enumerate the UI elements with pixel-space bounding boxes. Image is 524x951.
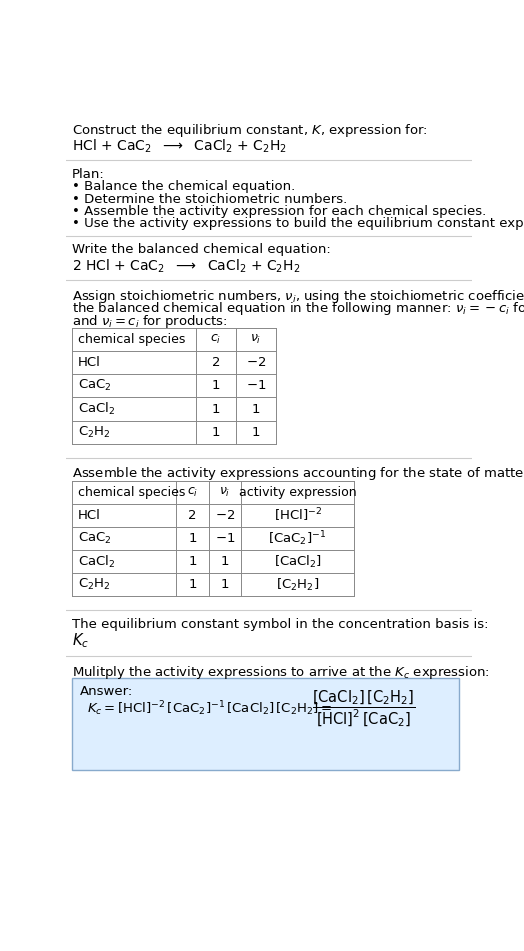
Text: CaC$_2$: CaC$_2$: [78, 378, 112, 394]
Text: $K_c = [\mathrm{HCl}]^{-2}\,[\mathrm{CaC_2}]^{-1}\,[\mathrm{CaCl_2}]\,[\mathrm{C: $K_c = [\mathrm{HCl}]^{-2}\,[\mathrm{CaC…: [87, 699, 332, 718]
Text: 2: 2: [188, 509, 197, 522]
Text: and $\nu_i = c_i$ for products:: and $\nu_i = c_i$ for products:: [72, 313, 227, 330]
Text: Assemble the activity expressions accounting for the state of matter and $\nu_i$: Assemble the activity expressions accoun…: [72, 465, 524, 482]
Text: Mulitply the activity expressions to arrive at the $K_c$ expression:: Mulitply the activity expressions to arr…: [72, 664, 489, 681]
Text: C$_2$H$_2$: C$_2$H$_2$: [78, 424, 111, 439]
Text: $-1$: $-1$: [215, 532, 235, 545]
Text: 1: 1: [252, 426, 260, 438]
Text: 1: 1: [221, 578, 230, 592]
Text: 1: 1: [212, 402, 220, 416]
Text: $K_c$: $K_c$: [72, 631, 89, 650]
Text: $[\mathrm{CaCl_2}]$: $[\mathrm{CaCl_2}]$: [274, 553, 322, 570]
Text: 1: 1: [188, 555, 197, 568]
Text: CaC$_2$: CaC$_2$: [78, 531, 112, 546]
Text: $\nu_i$: $\nu_i$: [250, 333, 262, 346]
Text: $[\mathrm{HCl}]^{-2}$: $[\mathrm{HCl}]^{-2}$: [274, 507, 322, 524]
Text: • Assemble the activity expression for each chemical species.: • Assemble the activity expression for e…: [72, 205, 486, 218]
Text: Answer:: Answer:: [80, 686, 133, 698]
Text: $c_i$: $c_i$: [210, 333, 222, 346]
Text: $\dfrac{[\mathrm{CaCl_2}]\,[\mathrm{C_2H_2}]}{[\mathrm{HCl}]^2\,[\mathrm{CaC_2}]: $\dfrac{[\mathrm{CaCl_2}]\,[\mathrm{C_2H…: [312, 689, 415, 728]
Text: CaCl$_2$: CaCl$_2$: [78, 401, 115, 417]
Text: Construct the equilibrium constant, $K$, expression for:: Construct the equilibrium constant, $K$,…: [72, 122, 428, 139]
Text: Assign stoichiometric numbers, $\nu_i$, using the stoichiometric coefficients, $: Assign stoichiometric numbers, $\nu_i$, …: [72, 288, 524, 305]
Text: 1: 1: [212, 379, 220, 393]
Text: 1: 1: [212, 426, 220, 438]
Text: $c_i$: $c_i$: [187, 486, 198, 498]
Text: 2: 2: [212, 357, 220, 369]
Text: • Determine the stoichiometric numbers.: • Determine the stoichiometric numbers.: [72, 193, 347, 205]
Text: 1: 1: [252, 402, 260, 416]
Text: 1: 1: [188, 532, 197, 545]
Text: the balanced chemical equation in the following manner: $\nu_i = -c_i$ for react: the balanced chemical equation in the fo…: [72, 301, 524, 318]
Text: 1: 1: [188, 578, 197, 592]
Text: Write the balanced chemical equation:: Write the balanced chemical equation:: [72, 243, 331, 257]
Text: • Use the activity expressions to build the equilibrium constant expression.: • Use the activity expressions to build …: [72, 217, 524, 230]
Text: 1: 1: [221, 555, 230, 568]
Text: HCl: HCl: [78, 509, 101, 522]
Text: • Balance the chemical equation.: • Balance the chemical equation.: [72, 181, 295, 193]
Text: HCl: HCl: [78, 357, 101, 369]
Text: C$_2$H$_2$: C$_2$H$_2$: [78, 577, 111, 592]
Text: $-2$: $-2$: [246, 357, 266, 369]
Text: chemical species: chemical species: [78, 486, 185, 498]
Text: chemical species: chemical species: [78, 333, 185, 346]
Text: 2 HCl + CaC$_2$  $\longrightarrow$  CaCl$_2$ + C$_2$H$_2$: 2 HCl + CaC$_2$ $\longrightarrow$ CaCl$_…: [72, 258, 300, 275]
Text: HCl + CaC$_2$  $\longrightarrow$  CaCl$_2$ + C$_2$H$_2$: HCl + CaC$_2$ $\longrightarrow$ CaCl$_2$…: [72, 137, 287, 155]
Text: $-1$: $-1$: [246, 379, 266, 393]
Bar: [72, 678, 459, 770]
Text: $\nu_i$: $\nu_i$: [220, 486, 231, 498]
Text: Plan:: Plan:: [72, 168, 104, 181]
Text: $[\mathrm{C_2H_2}]$: $[\mathrm{C_2H_2}]$: [276, 576, 319, 592]
Text: $[\mathrm{CaC_2}]^{-1}$: $[\mathrm{CaC_2}]^{-1}$: [268, 529, 327, 548]
Text: $-2$: $-2$: [215, 509, 235, 522]
Text: activity expression: activity expression: [239, 486, 356, 498]
Text: The equilibrium constant symbol in the concentration basis is:: The equilibrium constant symbol in the c…: [72, 618, 488, 631]
Text: CaCl$_2$: CaCl$_2$: [78, 553, 115, 570]
